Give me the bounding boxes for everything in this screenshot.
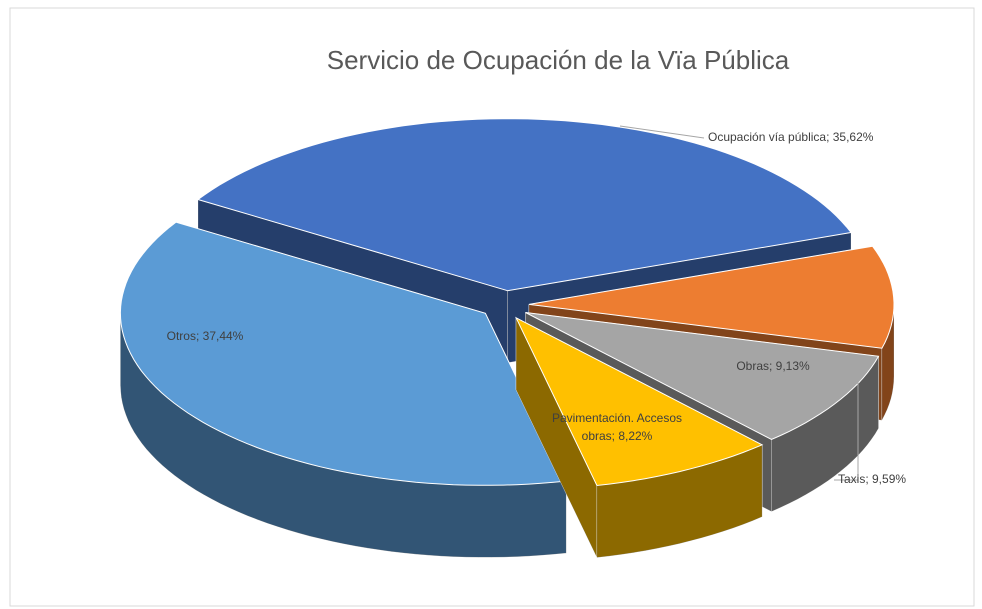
slice-side-shade xyxy=(120,313,567,558)
slice-side-shade xyxy=(516,317,597,558)
slice-side-shade xyxy=(596,444,763,558)
leader-line xyxy=(834,382,859,481)
slice-top xyxy=(196,118,852,292)
slice xyxy=(515,316,764,558)
slice-side-shade xyxy=(881,304,894,421)
data-label: Ocupación vía pública; 35,62% xyxy=(708,130,874,144)
slice xyxy=(119,221,567,558)
slice-side-shade xyxy=(771,356,879,512)
data-label: Otros; 37,44% xyxy=(167,329,244,343)
data-label: Taxis; 9,59% xyxy=(838,472,906,486)
slice-top xyxy=(515,316,764,487)
slice-top xyxy=(525,312,880,441)
data-label: Pavimentación. Accesos obras; 8,22% xyxy=(552,411,682,443)
slice-top xyxy=(119,221,567,486)
data-label: Obras; 9,13% xyxy=(736,359,810,373)
slice-top xyxy=(528,245,895,349)
leader-line xyxy=(619,125,705,139)
chart-title: Servicio de Ocupación de la Vïa Pública xyxy=(327,45,790,75)
